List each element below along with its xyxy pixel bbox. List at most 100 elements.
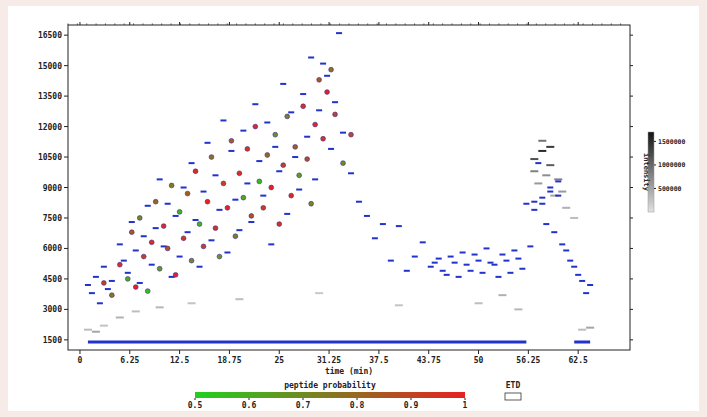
- y-tick-label: 9000: [43, 184, 62, 193]
- minor-tick: [142, 24, 143, 26]
- probability-tick: [465, 398, 466, 400]
- intensity-feature: [562, 207, 570, 209]
- feature-point: [531, 209, 537, 211]
- intensity-feature: [132, 310, 140, 312]
- x-tick-label: 0: [78, 356, 83, 365]
- feature-point: [284, 213, 290, 215]
- feature-point: [173, 215, 179, 217]
- x-tick-top: [329, 22, 330, 25]
- y-tick-right: [630, 96, 633, 97]
- intensity-feature: [116, 317, 124, 319]
- probability-tick: [195, 398, 196, 400]
- peptide-point: [285, 114, 290, 119]
- minor-tick: [564, 24, 565, 26]
- y-tick-label: 13500: [38, 92, 62, 101]
- y-tick-label: 15000: [38, 62, 62, 71]
- feature-point: [244, 182, 250, 184]
- x-tick: [229, 350, 230, 354]
- plot-frame: [68, 25, 630, 350]
- y-tick-right: [630, 35, 633, 36]
- peptide-point: [237, 171, 242, 176]
- feature-point: [444, 274, 450, 276]
- intensity-feature: [235, 298, 243, 300]
- minor-tick: [620, 24, 621, 26]
- feature-point: [364, 215, 370, 217]
- y-tick-right: [630, 126, 633, 127]
- minor-tick: [152, 24, 153, 26]
- minor-tick: [470, 24, 471, 26]
- peptide-point: [241, 195, 246, 200]
- y-tick: [64, 126, 68, 127]
- intensity-feature: [514, 308, 522, 310]
- feature-point: [571, 266, 577, 268]
- x-tick-top: [478, 22, 479, 25]
- feature-point: [539, 203, 545, 205]
- x-tick-top: [528, 22, 529, 25]
- feature-point: [388, 260, 394, 262]
- y-tick: [64, 248, 68, 249]
- feature-point: [189, 162, 195, 164]
- feature-point: [476, 260, 482, 262]
- feature-point: [336, 32, 342, 34]
- peptide-point: [277, 222, 282, 227]
- peptide-point: [233, 234, 238, 239]
- feature-point: [280, 83, 286, 85]
- feature-point: [547, 187, 553, 189]
- y-tick-label: 3000: [43, 305, 62, 314]
- feature-point: [292, 156, 298, 158]
- feature-point: [432, 262, 438, 264]
- feature-point: [452, 262, 458, 264]
- x-tick-label: 56.25: [516, 356, 540, 365]
- feature-point: [185, 231, 191, 233]
- peptide-point: [245, 147, 250, 152]
- minor-tick: [264, 24, 265, 26]
- peptide-point: [109, 293, 114, 298]
- feature-point: [563, 249, 569, 251]
- peptide-point: [333, 112, 338, 117]
- minor-tick: [489, 24, 490, 26]
- peptide-point: [253, 124, 258, 129]
- x-tick-top: [578, 22, 579, 25]
- minor-tick: [517, 24, 518, 26]
- probability-title: peptide probability: [284, 380, 376, 390]
- y-tick: [64, 96, 68, 97]
- peptide-point: [173, 272, 178, 277]
- feature-point: [507, 272, 513, 274]
- y-tick: [64, 65, 68, 66]
- feature-point: [491, 264, 497, 266]
- intensity-tick: [654, 188, 656, 189]
- probability-tick-label: 0.9: [404, 401, 419, 410]
- minor-tick: [180, 24, 181, 26]
- intensity-title: intensity: [642, 153, 650, 192]
- x-tick-label: 6.25: [120, 356, 139, 365]
- intensity-feature: [538, 140, 546, 142]
- peptide-point: [289, 193, 294, 198]
- probability-tick: [303, 398, 304, 400]
- probability-tick-label: 0.8: [350, 401, 365, 410]
- minor-tick: [395, 24, 396, 26]
- feature-point: [232, 199, 238, 201]
- feature-point: [456, 276, 462, 278]
- y-tick-label: 4500: [43, 275, 62, 284]
- peptide-point: [197, 222, 202, 227]
- feature-point: [197, 266, 203, 268]
- feature-point: [153, 227, 159, 229]
- y-tick-right: [630, 217, 633, 218]
- baseline-trace: [88, 340, 590, 343]
- feature-point: [440, 270, 446, 272]
- y-tick: [64, 187, 68, 188]
- x-tick-label: 31.25: [317, 356, 341, 365]
- peptide-point: [201, 244, 206, 249]
- minor-tick: [423, 24, 424, 26]
- peptide-point: [213, 226, 218, 231]
- feature-point: [97, 302, 103, 304]
- x-tick-top: [129, 22, 130, 25]
- intensity-feature: [554, 178, 562, 180]
- peptide-point: [313, 122, 318, 127]
- feature-point: [348, 172, 354, 174]
- feature-point: [228, 150, 234, 152]
- peptide-point: [281, 163, 286, 168]
- etd-label: ETD: [506, 381, 521, 390]
- minor-tick: [386, 24, 387, 26]
- peptide-point: [209, 155, 214, 160]
